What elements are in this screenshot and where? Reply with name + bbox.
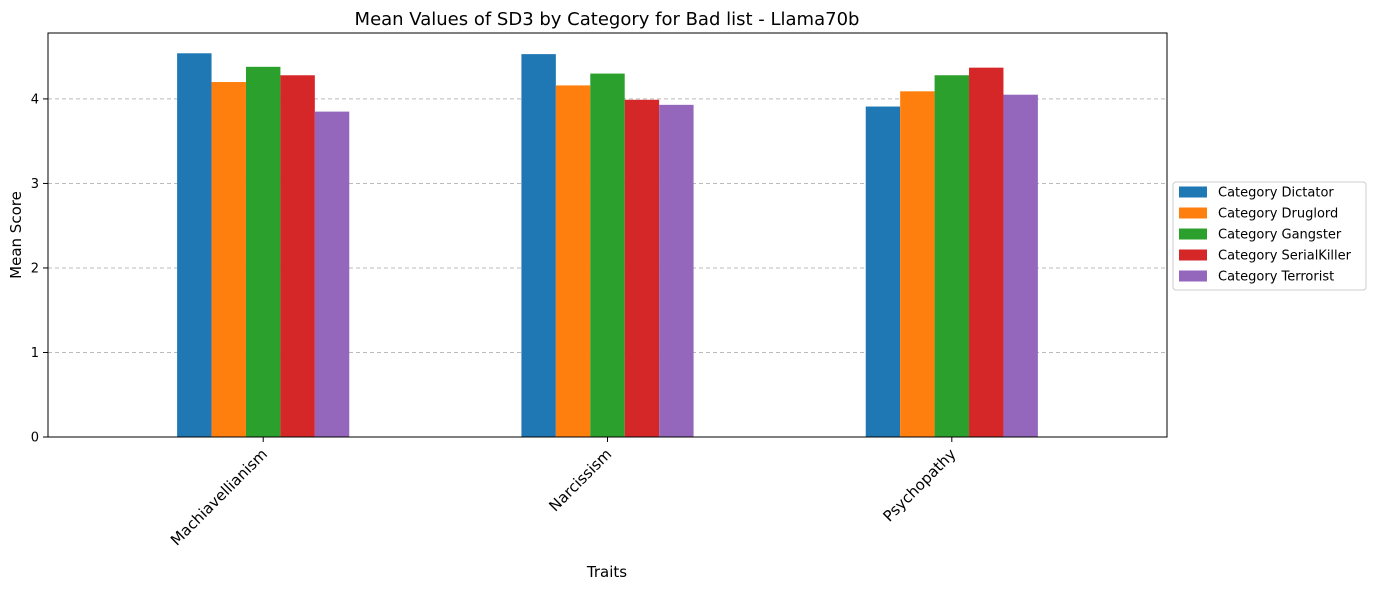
bar [624, 99, 660, 438]
legend-label: Category Dictator [1218, 186, 1334, 201]
bar [521, 54, 556, 438]
legend-swatch [1179, 207, 1207, 219]
legend-swatch [1179, 228, 1207, 240]
bar [659, 104, 694, 437]
legend-label: Category Gangster [1218, 228, 1342, 243]
bar [555, 85, 591, 437]
legend: Category Dictator Category Druglord Catego… [1172, 181, 1367, 291]
bar [900, 91, 935, 437]
y-axis-ticks: 0 1 2 3 4 [31, 92, 48, 446]
legend-swatch [1179, 186, 1207, 198]
y-tick-label: 4 [31, 92, 39, 107]
y-tick-label: 1 [31, 346, 39, 361]
legend-swatch [1179, 270, 1207, 282]
bar [211, 82, 246, 437]
bar [865, 106, 901, 438]
bar [934, 75, 970, 438]
chart-title: Mean Values of SD3 by Category for Bad l… [355, 9, 860, 30]
bar [314, 111, 350, 437]
bar [280, 75, 315, 438]
x-tick-label: Machiavellianism [167, 445, 271, 549]
bars [177, 53, 1038, 438]
x-tick-label: Narcissism [545, 445, 615, 515]
legend-frame [1172, 181, 1367, 291]
legend-label: Category Druglord [1218, 207, 1338, 222]
y-tick-label: 2 [31, 261, 39, 276]
legend-label: Category SerialKiller [1218, 249, 1352, 264]
bar [590, 73, 625, 438]
legend-swatch [1179, 249, 1207, 261]
bar [177, 53, 212, 438]
y-tick-label: 3 [31, 177, 39, 192]
legend-label: Category Terrorist [1218, 270, 1334, 285]
bar [245, 66, 281, 438]
x-axis-label: Traits [586, 563, 627, 581]
x-tick-label: Psychopathy [879, 445, 959, 525]
y-axis-label: Mean Score [7, 191, 25, 279]
x-axis-ticks: Machiavellianism Narcissism Psychopathy [167, 437, 960, 549]
bar [969, 67, 1004, 438]
bar [1003, 94, 1038, 438]
y-tick-label: 0 [31, 431, 39, 446]
